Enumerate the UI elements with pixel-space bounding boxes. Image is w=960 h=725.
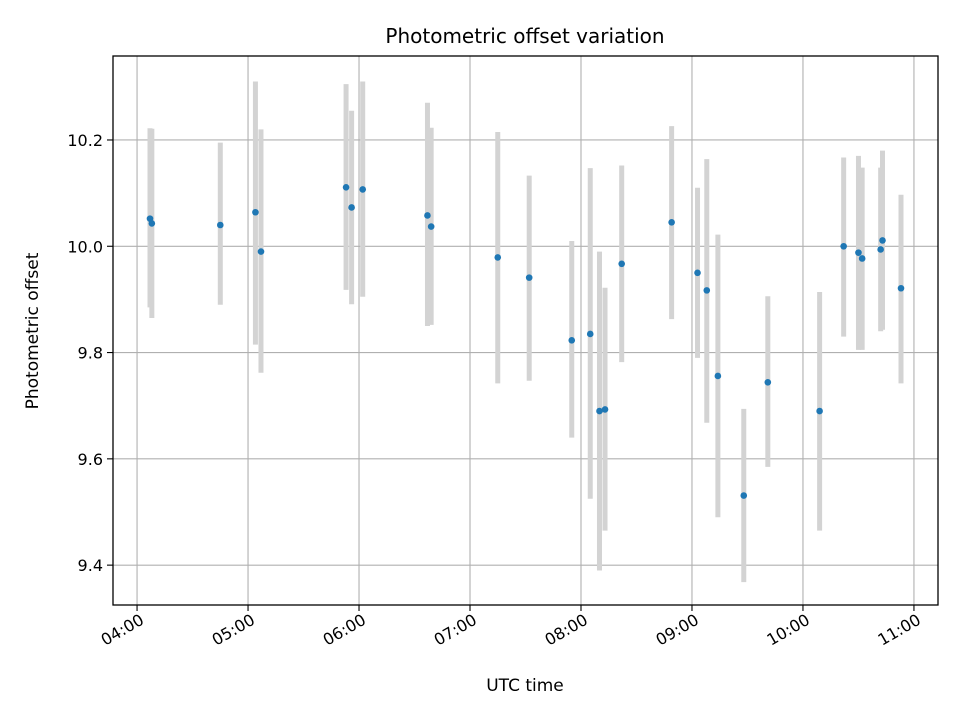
data-point (494, 254, 502, 261)
data-point (879, 237, 886, 244)
data-point (816, 407, 823, 415)
data-point (252, 208, 259, 216)
data-point (668, 219, 675, 226)
data-point (877, 246, 884, 253)
y-tick-label: 10.2 (67, 131, 103, 150)
data-point (568, 337, 576, 344)
data-point (148, 220, 156, 227)
data-point (427, 223, 435, 230)
y-axis-title: Photometric offset (23, 252, 43, 409)
y-tick-label: 9.8 (78, 344, 103, 363)
y-tick-label: 10.0 (67, 237, 103, 256)
data-point (359, 186, 367, 193)
data-point (694, 269, 701, 277)
data-point (714, 372, 722, 380)
data-point (216, 221, 224, 229)
plot-area-frame (112, 55, 939, 606)
data-point (586, 330, 594, 338)
data-point (342, 183, 350, 191)
data-point (257, 248, 265, 255)
data-point (618, 260, 625, 268)
data-point (897, 284, 905, 292)
data-point (840, 242, 847, 250)
data-point (525, 274, 533, 281)
data-point (703, 287, 711, 294)
grid (113, 56, 938, 605)
y-tick-label: 9.6 (78, 450, 103, 469)
data-point (348, 204, 355, 211)
data-point (740, 492, 748, 499)
data-point (596, 407, 603, 415)
y-tick-label: 9.4 (78, 556, 103, 575)
chart-title: Photometric offset variation (385, 24, 664, 48)
data-point (764, 379, 772, 386)
y-axis: 9.4 9.6 9.8 10.0 10.2 (67, 131, 113, 575)
data-point (855, 249, 862, 256)
data-point (424, 212, 431, 219)
x-axis-title: UTC time (486, 676, 564, 696)
data-points (146, 183, 905, 499)
data-point (601, 406, 609, 413)
data-point (858, 255, 866, 262)
